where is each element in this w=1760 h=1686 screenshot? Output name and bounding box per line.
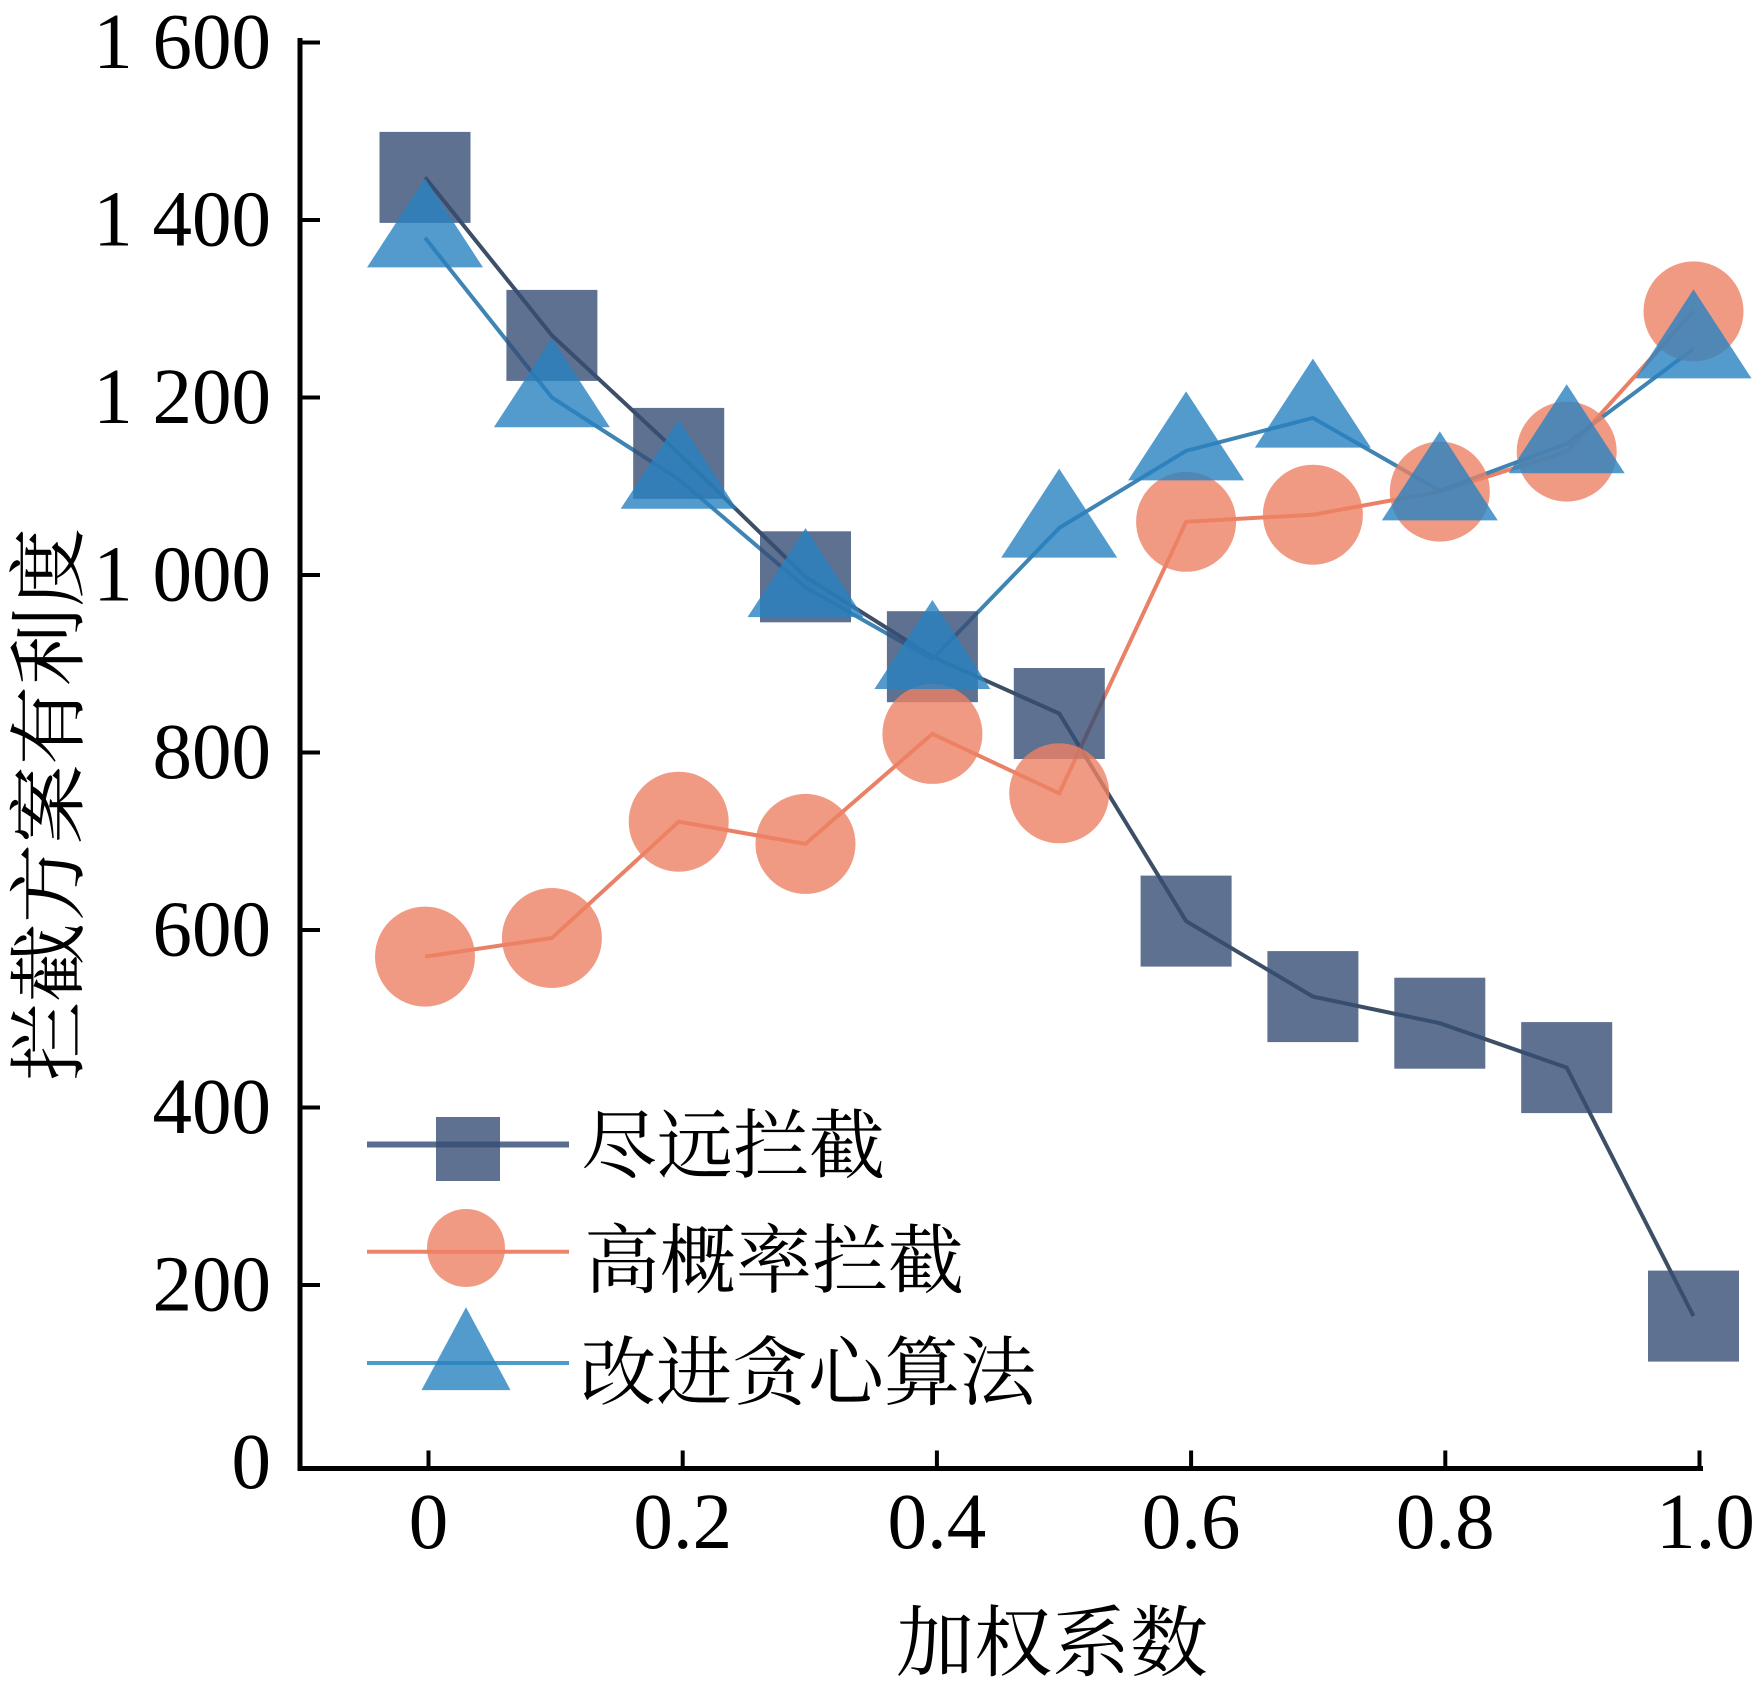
svg-text:200: 200 xyxy=(153,1242,272,1329)
svg-text:1 600: 1 600 xyxy=(93,0,271,86)
svg-text:0: 0 xyxy=(232,1419,272,1506)
svg-text:1.0: 1.0 xyxy=(1656,1479,1755,1566)
svg-text:1 200: 1 200 xyxy=(93,354,271,441)
svg-text:1 000: 1 000 xyxy=(93,532,271,619)
svg-text:0.2: 0.2 xyxy=(633,1479,732,1566)
svg-text:600: 600 xyxy=(153,887,272,974)
svg-text:0: 0 xyxy=(409,1479,449,1566)
svg-text:400: 400 xyxy=(153,1064,272,1151)
svg-text:0.4: 0.4 xyxy=(888,1479,987,1566)
svg-text:1 400: 1 400 xyxy=(93,177,271,264)
svg-text:0.8: 0.8 xyxy=(1396,1479,1495,1566)
svg-text:0.6: 0.6 xyxy=(1142,1479,1241,1566)
svg-text:800: 800 xyxy=(153,709,272,796)
